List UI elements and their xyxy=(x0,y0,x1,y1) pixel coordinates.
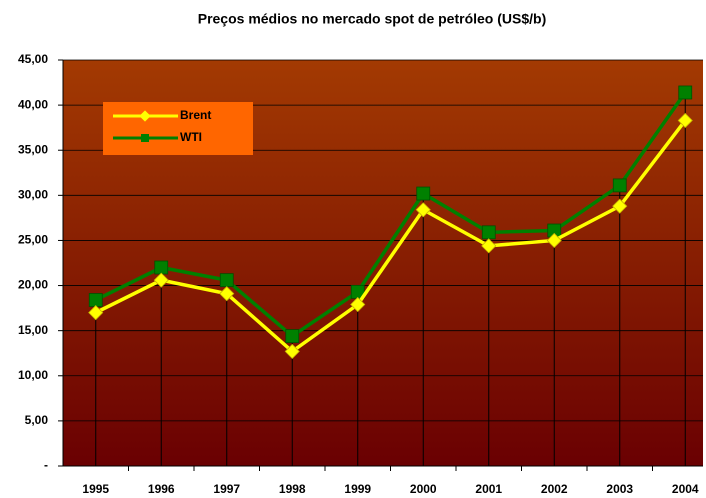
y-tick-label: 45,00 xyxy=(18,52,48,66)
y-tick-label: 5,00 xyxy=(25,413,49,427)
y-tick-label: 30,00 xyxy=(18,188,48,202)
x-tick-label: 1999 xyxy=(344,482,371,496)
marker xyxy=(415,202,431,218)
chart-title: Preços médios no mercado spot de petróle… xyxy=(198,11,547,27)
legend: Brent WTI xyxy=(103,102,253,155)
x-tick-label: 2003 xyxy=(606,482,633,496)
marker xyxy=(481,225,496,240)
x-tick-label: 1995 xyxy=(82,482,109,496)
marker xyxy=(481,238,497,254)
x-tick-label: 2002 xyxy=(541,482,568,496)
x-tick-label: 2001 xyxy=(475,482,502,496)
marker xyxy=(546,232,562,249)
y-tick-label: - xyxy=(44,458,48,472)
marker xyxy=(416,186,431,201)
marker xyxy=(284,343,300,359)
marker xyxy=(88,293,103,307)
marker xyxy=(677,112,693,129)
x-tick-label: 2000 xyxy=(410,482,437,496)
x-tick-label: 1996 xyxy=(148,482,175,496)
legend-box xyxy=(103,102,253,155)
marker xyxy=(88,305,104,321)
marker xyxy=(219,286,235,302)
marker xyxy=(153,272,169,288)
legend-dot xyxy=(141,134,149,142)
legend-label: WTI xyxy=(180,130,202,144)
y-tick-label: 35,00 xyxy=(18,142,48,156)
marker xyxy=(612,178,627,193)
marker xyxy=(285,329,300,343)
y-tick-label: 25,00 xyxy=(18,233,48,247)
marker xyxy=(154,260,169,275)
marker xyxy=(612,198,628,214)
marker xyxy=(219,273,234,288)
marker xyxy=(678,85,693,100)
x-tick-label: 2004 xyxy=(672,482,699,496)
series-line xyxy=(94,119,687,354)
y-tick-label: 10,00 xyxy=(18,368,48,382)
y-tick-label: 20,00 xyxy=(18,278,48,292)
series-line xyxy=(94,91,687,339)
y-tick-label: 40,00 xyxy=(18,97,48,111)
x-tick-label: 1997 xyxy=(213,482,240,496)
x-tick-label: 1998 xyxy=(279,482,306,496)
y-tick-label: 15,00 xyxy=(18,323,48,337)
legend-label: Brent xyxy=(180,108,211,122)
marker xyxy=(350,296,366,313)
